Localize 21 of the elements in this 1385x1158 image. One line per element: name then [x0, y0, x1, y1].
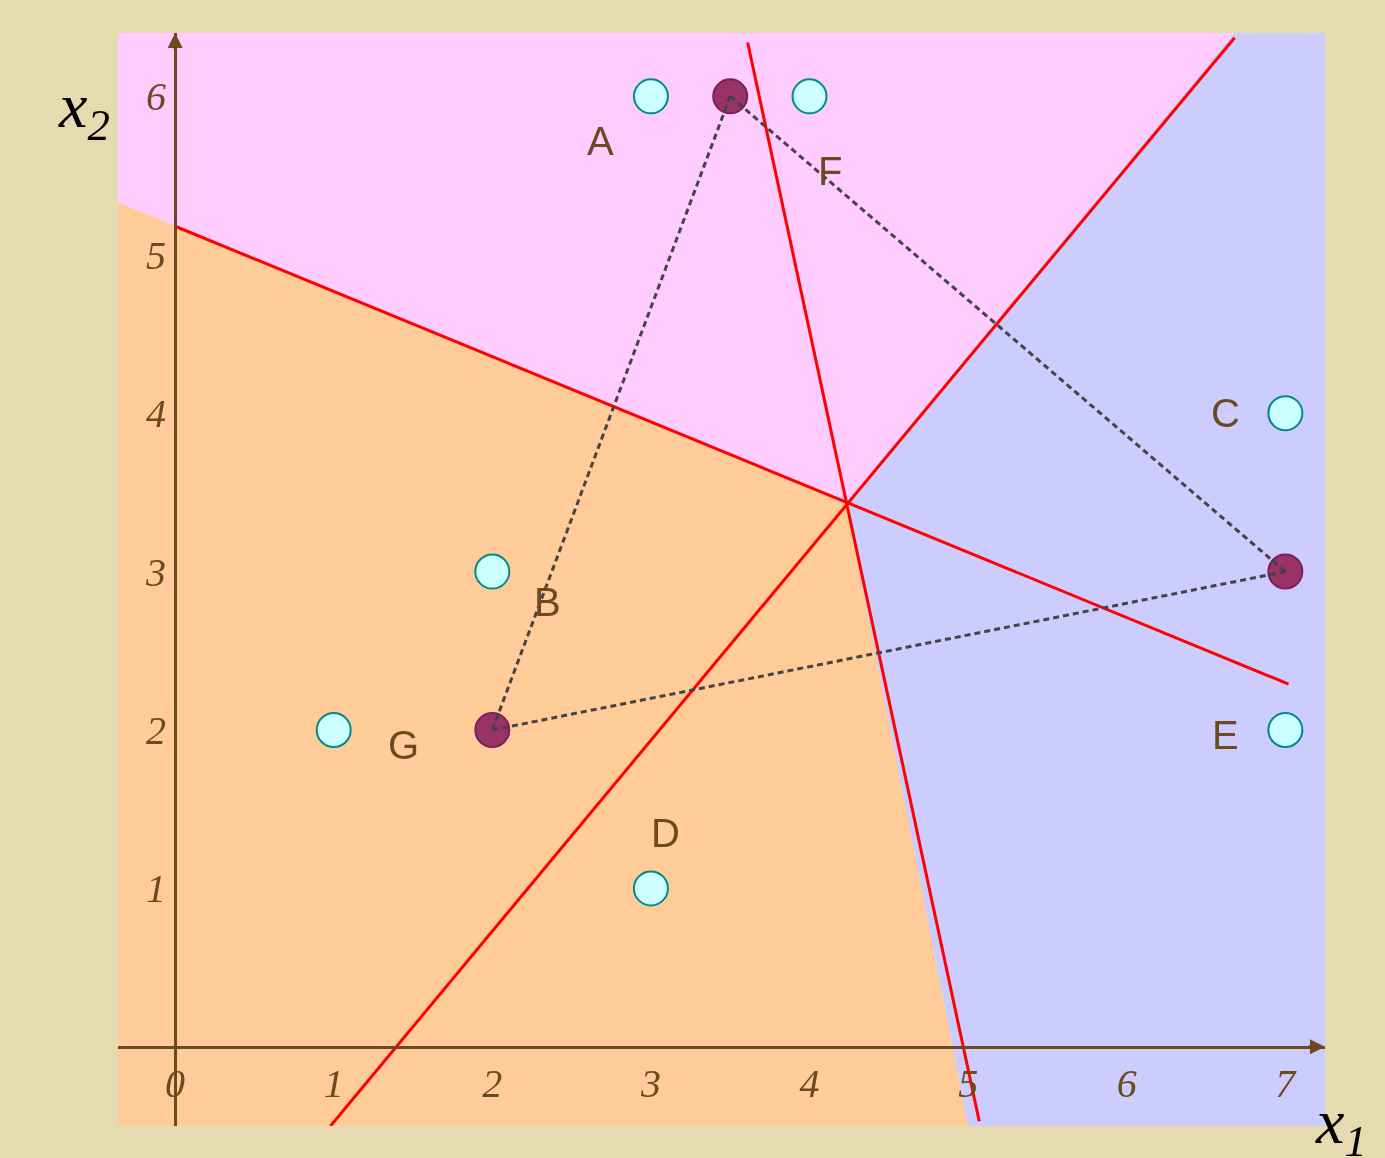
x-tick-label: 6 — [1116, 1060, 1137, 1106]
annotation: F — [818, 149, 843, 193]
y-tick-label: 3 — [145, 549, 167, 595]
y-tick-label: 5 — [146, 232, 167, 278]
x-tick-label: 2 — [482, 1060, 503, 1106]
y-tick-label: 6 — [146, 74, 167, 120]
annotation: E — [1212, 713, 1239, 757]
x-tick-label: 1 — [323, 1060, 344, 1106]
annotation: B — [534, 580, 561, 624]
x-tick-label: 3 — [639, 1060, 661, 1106]
y-tick-label: 1 — [146, 866, 167, 912]
annotation: C — [1211, 391, 1240, 435]
x-tick-label: 4 — [799, 1060, 820, 1106]
y-tick-label: 2 — [146, 707, 167, 753]
y-axis-title: x$_{2}$ — [58, 70, 110, 151]
annotation: D — [651, 811, 680, 855]
annotation: G — [388, 723, 420, 767]
x-tick-label: 7 — [1275, 1060, 1298, 1106]
y-tick-label: 4 — [146, 391, 167, 437]
annotation: A — [587, 119, 614, 163]
x-axis-title: x$_{1}$ — [1315, 1086, 1367, 1158]
